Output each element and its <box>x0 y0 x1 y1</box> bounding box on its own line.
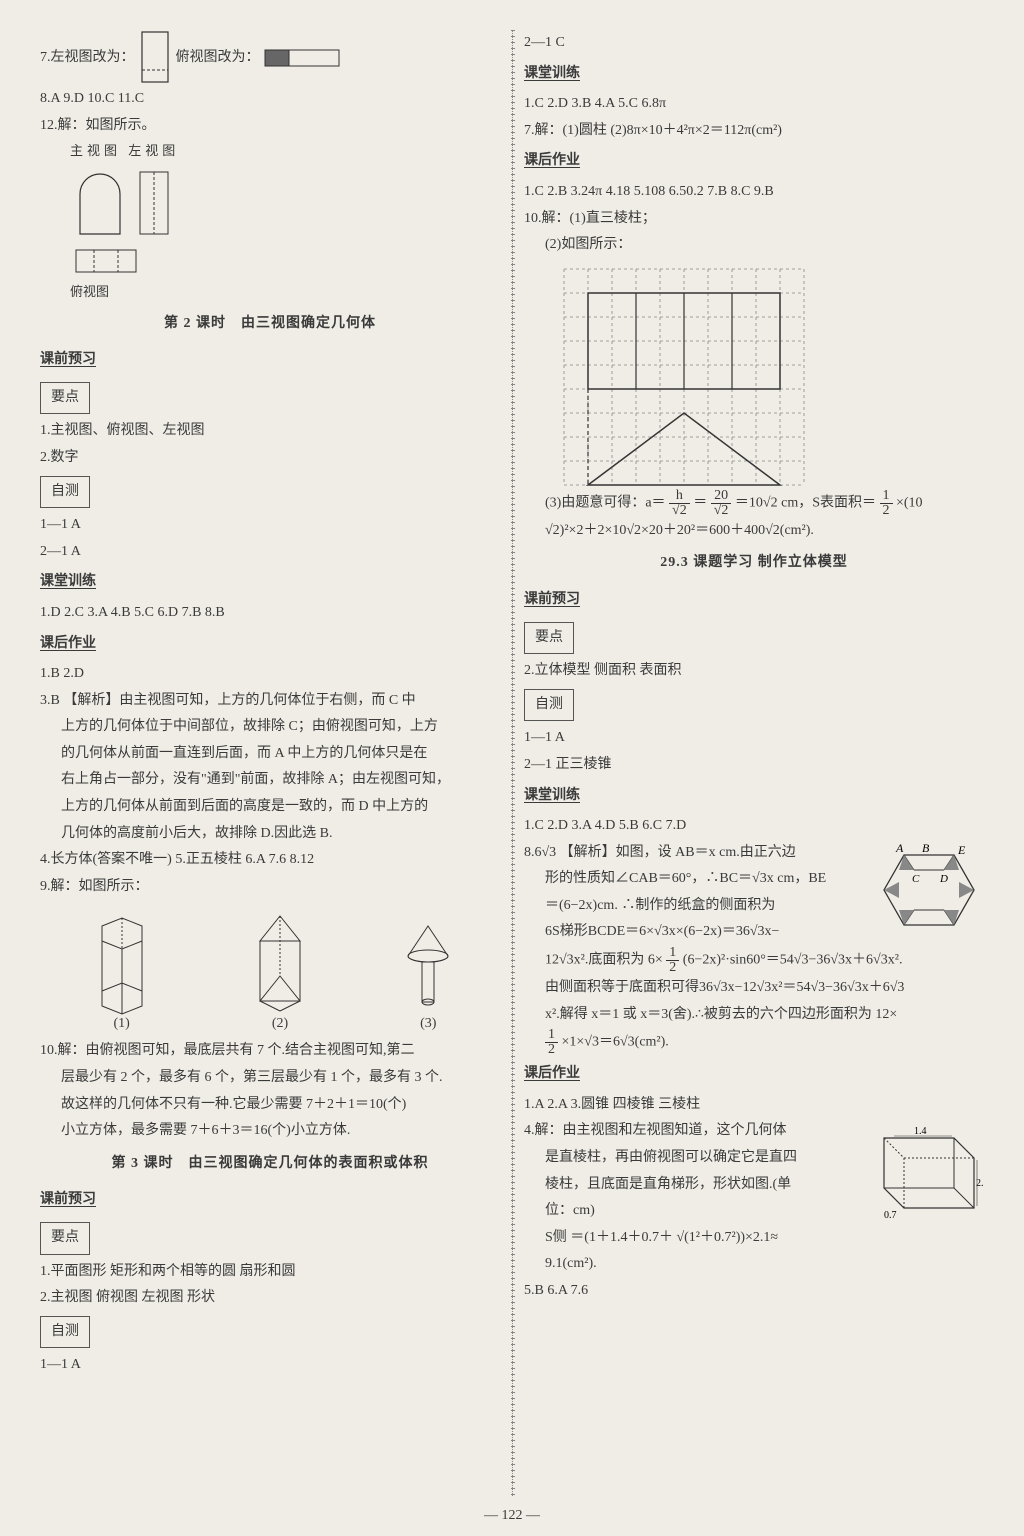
hw9: 9.解：如图所示： <box>40 874 500 901</box>
l3-keypoint: 要点 <box>40 1222 90 1255</box>
hw3a: 3.B 【解析】由主视图可知，上方的几何体位于右侧，而 C 中 <box>40 688 500 715</box>
l3-kp1: 1.平面图形 矩形和两个相等的圆 扇形和圆 <box>40 1259 500 1286</box>
lesson3-title: 第 3 课时 由三视图确定几何体的表面积或体积 <box>40 1151 500 1178</box>
r2-selftest: 自测 <box>524 689 574 722</box>
r-q10c: (3)由题意可得：a＝ h√2 ＝ 20√2 ＝10√2 cm，S表面积＝ 12… <box>524 489 984 518</box>
r2-st1: 1—1 A <box>524 725 984 752</box>
ct-ans: 1.D 2.C 3.A 4.B 5.C 6.D 7.B 8.B <box>40 600 500 627</box>
q7-mid: 俯视图改为： <box>176 50 260 65</box>
r2-ct-ans: 1.C 2.D 3.A 4.D 5.B 6.C 7.D <box>524 813 984 840</box>
svg-text:0.7: 0.7 <box>884 1210 897 1221</box>
cone-stick-icon <box>398 916 458 1016</box>
r-q5: 5.B 6.A 7.6 <box>524 1278 984 1305</box>
lesson2-title: 第 2 课时 由三视图确定几何体 <box>40 311 500 338</box>
fig3-label: (3) <box>398 1016 458 1032</box>
hw3b: 上方的几何体位于中间部位，故排除 C；由俯视图可知，上方 <box>40 714 500 741</box>
q7: 7.左视图改为： 俯视图改为： <box>40 30 500 86</box>
fig1-label: (1) <box>82 1016 162 1032</box>
kp2: 2.数字 <box>40 445 500 472</box>
st1: 1—1 A <box>40 512 500 539</box>
hw10c: 故这样的几何体不只有一种.它最少需要 7＋2＋1＝10(个) <box>40 1092 500 1119</box>
selftest-box: 自测 <box>40 476 90 509</box>
keypoint-box: 要点 <box>40 382 90 415</box>
l3-selftest: 自测 <box>40 1316 90 1349</box>
hw3c: 的几何体从前面一直连到后面，而 A 中上方的几何体只是在 <box>40 741 500 768</box>
r2-st2: 2—1 正三棱锥 <box>524 752 984 779</box>
trapezoid-prism-fig: 1.4 2.1 0.7 <box>864 1118 984 1228</box>
svg-text:B: B <box>922 841 930 855</box>
r21: 2—1 C <box>524 30 984 57</box>
shapes-row: (1) (2) <box>40 906 500 1032</box>
views-bottom-label: 俯视图 <box>70 280 500 305</box>
kp1: 1.主视图、俯视图、左视图 <box>40 418 500 445</box>
svg-text:D: D <box>939 873 948 885</box>
tri-prism-icon <box>245 906 315 1016</box>
q12: 12.解：如图所示。 <box>40 113 500 140</box>
hw3d: 右上角占一部分，没有"通到"前面，故排除 A；由左视图可知， <box>40 767 500 794</box>
q7-fig1 <box>138 30 172 86</box>
r-q10a: 10.解：(1)直三棱柱； <box>524 206 984 233</box>
homework-hdr: 课后作业 <box>40 631 96 658</box>
hw10d: 小立方体，最多需要 7＋6＋3＝16(个)小立方体. <box>40 1118 500 1145</box>
svg-text:E: E <box>957 843 966 857</box>
hw3e: 上方的几何体从前面到后面的高度是一致的，而 D 中上方的 <box>40 794 500 821</box>
r-q10b: (2)如图所示： <box>524 232 984 259</box>
r2-classtrain: 课堂训练 <box>524 783 580 810</box>
r-q8e: 12√3x².底面积为 6× 12 (6−2x)²·sin60°＝54√3−36… <box>524 946 984 975</box>
l3-preclass: 课前预习 <box>40 1187 96 1214</box>
r-homework: 课后作业 <box>524 148 580 175</box>
views-svg <box>70 164 210 244</box>
fig2-label: (2) <box>245 1016 315 1032</box>
r-hw-ans: 1.C 2.B 3.24π 4.18 5.108 6.50.2 7.B 8.C … <box>524 179 984 206</box>
r2-preclass: 课前预习 <box>524 587 580 614</box>
r-q8h: 12 ×1×√3＝6√3(cm²). <box>524 1028 984 1057</box>
q7-fig2 <box>263 44 343 72</box>
views-top-label: 主视图 左视图 <box>70 139 500 164</box>
r-ct-ans: 1.C 2.D 3.B 4.A 5.C 6.8π <box>524 91 984 118</box>
column-divider <box>512 30 513 1496</box>
r-q4f: 9.1(cm²). <box>524 1251 984 1278</box>
svg-text:C: C <box>912 873 920 885</box>
r-q7: 7.解：(1)圆柱 (2)8π×10＋4²π×2＝112π(cm²) <box>524 118 984 145</box>
hw1: 1.B 2.D <box>40 661 500 688</box>
svg-text:A: A <box>895 841 904 855</box>
r2-kp2: 2.立体模型 侧面积 表面积 <box>524 658 984 685</box>
hw3f: 几何体的高度前小后大，故排除 D.因此选 B. <box>40 821 500 848</box>
sec293: 29.3 课题学习 制作立体模型 <box>524 550 984 577</box>
r-q10d: √2)²×2＋2×10√2×20＋20²＝600＋400√2(cm²). <box>524 518 984 545</box>
top-view-svg <box>70 244 150 280</box>
r-classtrain: 课堂训练 <box>524 61 580 88</box>
hexagon-fig: A B E C D <box>874 840 984 940</box>
l3-st1: 1—1 A <box>40 1352 500 1379</box>
r3-homework: 课后作业 <box>524 1061 580 1088</box>
hex-prism-icon <box>82 906 162 1016</box>
svg-text:1.4: 1.4 <box>914 1126 927 1137</box>
l3-kp2: 2.主视图 俯视图 左视图 形状 <box>40 1285 500 1312</box>
r-q4e: S侧 ＝(1＋1.4＋0.7＋ √(1²＋0.7²))×2.1≈ <box>524 1225 984 1252</box>
page-number: — 122 — <box>0 1508 1024 1524</box>
hw10b: 层最少有 2 个，最多有 6 个，第三层最少有 1 个，最多有 3 个. <box>40 1065 500 1092</box>
q7-prefix: 7.左视图改为： <box>40 50 135 65</box>
st2: 2—1 A <box>40 539 500 566</box>
r-q8f: 由侧面积等于底面积可得36√3x−12√3x²＝54√3−36√3x＋6√3 <box>524 975 984 1002</box>
r-q8g: x².解得 x＝1 或 x＝3(舍).∴被剪去的六个四边形面积为 12× <box>524 1002 984 1029</box>
r2-keypoint: 要点 <box>524 622 574 655</box>
preclass-hdr: 课前预习 <box>40 347 96 374</box>
r3-hw-ans: 1.A 2.A 3.圆锥 四棱锥 三棱柱 <box>524 1092 984 1119</box>
three-view-fig: 主视图 左视图 俯视图 <box>40 139 500 304</box>
hw4: 4.长方体(答案不唯一) 5.正五棱柱 6.A 7.6 8.12 <box>40 847 500 874</box>
q8-line: 8.A 9.D 10.C 11.C <box>40 86 500 113</box>
unfold-fig <box>524 259 984 489</box>
hw10a: 10.解：由俯视图可知，最底层共有 7 个.结合主视图可知,第二 <box>40 1038 500 1065</box>
classtrain-hdr: 课堂训练 <box>40 569 96 596</box>
